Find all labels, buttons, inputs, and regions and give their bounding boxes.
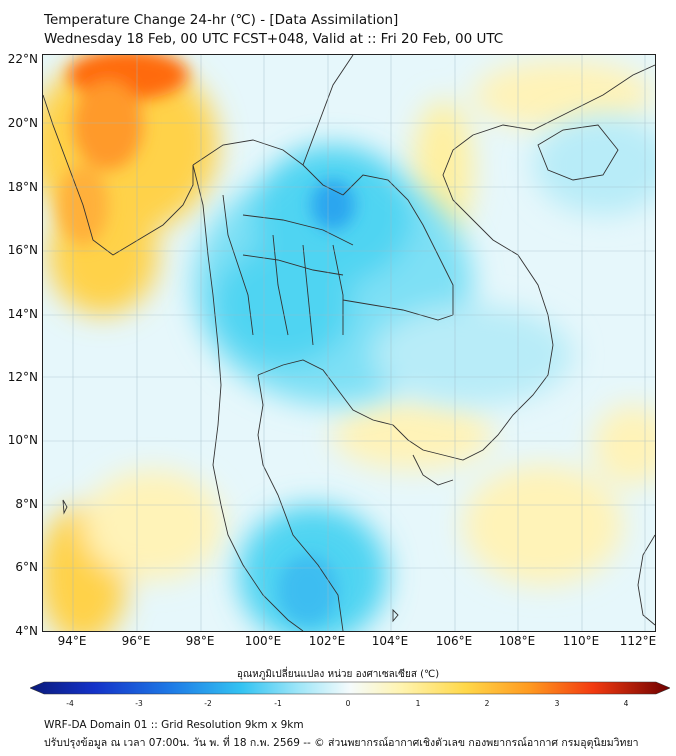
coastline-layer	[43, 55, 655, 631]
coastline-andaman	[192, 164, 222, 506]
lon-label-98: 98°E	[185, 634, 215, 648]
colorbar-tick-4: 4	[623, 699, 629, 708]
colorbar-gradient	[30, 681, 670, 695]
lon-label-100: 100°E	[244, 634, 282, 648]
warm-area-gulf-of-thailand	[333, 400, 493, 470]
lat-label-16: 16°N	[7, 243, 38, 257]
lat-label-10: 10°N	[7, 433, 38, 447]
lon-label-108: 108°E	[498, 634, 536, 648]
province-line-e	[332, 244, 344, 335]
lon-label-106: 106°E	[435, 634, 473, 648]
temperature-change-map	[42, 54, 656, 632]
coastline-peninsula-west	[220, 504, 304, 631]
border-mekong	[342, 174, 454, 315]
colorbar-tick-neg1: -1	[274, 699, 282, 708]
border-thailand-west	[222, 194, 254, 336]
border-laos-vietnam	[302, 55, 354, 166]
province-line-d	[302, 244, 314, 346]
island-anambas	[392, 608, 399, 623]
border-thailand-north	[192, 139, 344, 196]
coastline-peninsula-east	[257, 374, 344, 631]
colorbar-tick-neg4: -4	[66, 699, 74, 708]
colorbar	[30, 681, 670, 695]
footer-model-info: WRF-DA Domain 01 :: Grid Resolution 9km …	[44, 719, 304, 731]
coastline-gulf-north	[257, 359, 394, 426]
cold-area-east-sea	[533, 115, 655, 215]
borneo-island	[637, 534, 655, 626]
colorbar-tick-3: 3	[554, 699, 560, 708]
cold-anomaly-layer	[193, 115, 655, 631]
colorbar-tick-2: 2	[484, 699, 490, 708]
lat-label-12: 12°N	[7, 370, 38, 384]
coastline-vietnam-east	[442, 134, 554, 346]
coastline-hainan	[537, 124, 619, 181]
province-line-a	[242, 214, 354, 246]
colorbar-tick-neg3: -3	[135, 699, 143, 708]
cold-core-south	[278, 555, 338, 625]
warm-area-east	[593, 405, 655, 485]
lat-label-18: 18°N	[7, 180, 38, 194]
coastline-china-south	[472, 64, 655, 136]
colorbar-title: อุณหภูมิเปลี่ยนแปลง หน่วย องศาเซลเซียส (…	[236, 669, 440, 680]
coastline-myanmar	[43, 94, 194, 256]
graticule	[43, 55, 655, 631]
map-subtitle: Wednesday 18 Feb, 00 UTC FCST+048, Valid…	[44, 31, 504, 47]
warm-area-andaman-mid	[83, 470, 223, 580]
colorbar-tick-neg2: -2	[204, 699, 212, 708]
map-title: Temperature Change 24-hr (℃) - [Data Ass…	[44, 12, 399, 28]
hot-core-west	[73, 80, 143, 170]
lon-label-112: 112°E	[619, 634, 657, 648]
cold-core-north	[311, 180, 355, 230]
lon-label-110: 110°E	[562, 634, 600, 648]
lat-label-22: 22°N	[7, 52, 38, 66]
province-line-c	[272, 234, 289, 336]
lon-label-96: 96°E	[121, 634, 151, 648]
lat-label-14: 14°N	[7, 307, 38, 321]
cold-area-cambodia	[373, 305, 573, 405]
lat-label-6: 6°N	[15, 560, 38, 574]
colorbar-tick-0: 0	[345, 699, 351, 708]
warm-area-south-china-sea	[463, 465, 623, 585]
colorbar-tick-1: 1	[415, 699, 421, 708]
cold-area-central-thailand	[213, 245, 353, 365]
coastline-mekong-delta	[412, 454, 454, 486]
map-canvas	[43, 55, 655, 631]
island-nicobar	[62, 499, 68, 515]
footer-update-info: ปรับปรุงข้อมูล ณ เวลา 07:00น. วัน พ. ที่…	[44, 737, 639, 749]
lon-label-104: 104°E	[371, 634, 409, 648]
lat-label-4: 4°N	[15, 624, 38, 638]
lon-label-102: 102°E	[308, 634, 346, 648]
border-cambodia-thailand	[342, 299, 454, 321]
coastline-cambodia	[392, 344, 554, 461]
lon-label-94: 94°E	[57, 634, 87, 648]
lat-label-20: 20°N	[7, 116, 38, 130]
lat-label-8: 8°N	[15, 497, 38, 511]
